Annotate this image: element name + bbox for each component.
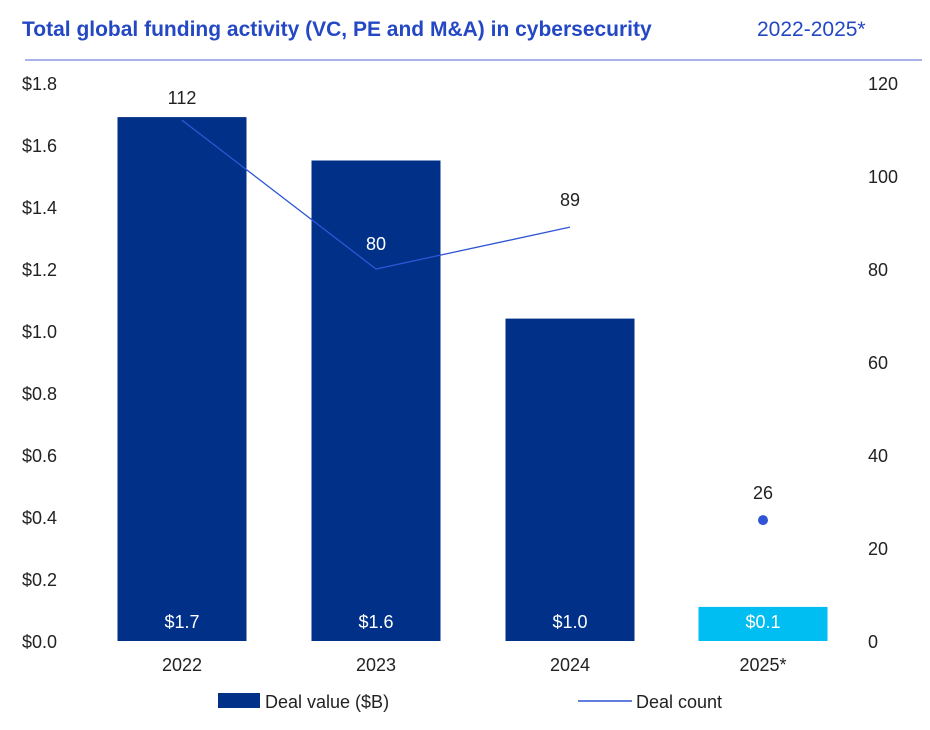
deal-count-point-2025 xyxy=(758,515,768,526)
y-right-tick-label: 0 xyxy=(868,632,878,652)
x-tick-label: 2024 xyxy=(550,655,590,675)
bar-value-label: $0.1 xyxy=(745,612,780,632)
chart-title: Total global funding activity (VC, PE an… xyxy=(22,18,652,41)
chart-subtitle: 2022-2025* xyxy=(757,18,866,41)
y-left-tick-label: $1.0 xyxy=(22,322,57,342)
deal-count-label: 89 xyxy=(560,190,580,210)
y-right-tick-label: 40 xyxy=(868,446,888,466)
y-left-tick-label: $0.6 xyxy=(22,446,57,466)
y-left-tick-label: $1.8 xyxy=(22,74,57,94)
deal-count-label: 26 xyxy=(753,483,773,503)
y-left-tick-label: $0.4 xyxy=(22,508,57,528)
x-tick-label: 2025* xyxy=(739,655,786,675)
y-left-tick-label: $1.6 xyxy=(22,136,57,156)
y-right-tick-label: 60 xyxy=(868,353,888,373)
bar-2023 xyxy=(311,160,441,641)
y-right-tick-label: 80 xyxy=(868,260,888,280)
deal-count-label: 112 xyxy=(168,88,197,108)
bar-value-label: $1.6 xyxy=(358,612,393,632)
deal-count-line xyxy=(181,119,571,270)
y-right-tick-label: 100 xyxy=(868,167,898,187)
bar-2024 xyxy=(505,318,635,641)
bar-2025 xyxy=(698,606,828,641)
legend: Deal value ($B) Deal count xyxy=(218,692,722,712)
deal-count-label: 80 xyxy=(366,234,386,254)
y-left-tick-label: $1.4 xyxy=(22,198,57,218)
bar-value-label: $1.0 xyxy=(552,612,587,632)
x-tick-label: 2023 xyxy=(356,655,396,675)
y-left-tick-label: $0.8 xyxy=(22,384,57,404)
y-left-tick-label: $0.2 xyxy=(22,570,57,590)
legend-label-deal-count: Deal count xyxy=(636,692,722,712)
x-tick-label: 2022 xyxy=(162,655,202,675)
legend-label-deal-value: Deal value ($B) xyxy=(265,692,389,712)
y-left-tick-label: $1.2 xyxy=(22,260,57,280)
y-right-tick-label: 120 xyxy=(868,74,898,94)
y-left-tick-label: $0.0 xyxy=(22,632,57,652)
bar-2022 xyxy=(117,117,247,642)
legend-swatch-deal-value xyxy=(218,693,260,708)
bar-value-label: $1.7 xyxy=(164,612,199,632)
y-right-tick-label: 20 xyxy=(868,539,888,559)
